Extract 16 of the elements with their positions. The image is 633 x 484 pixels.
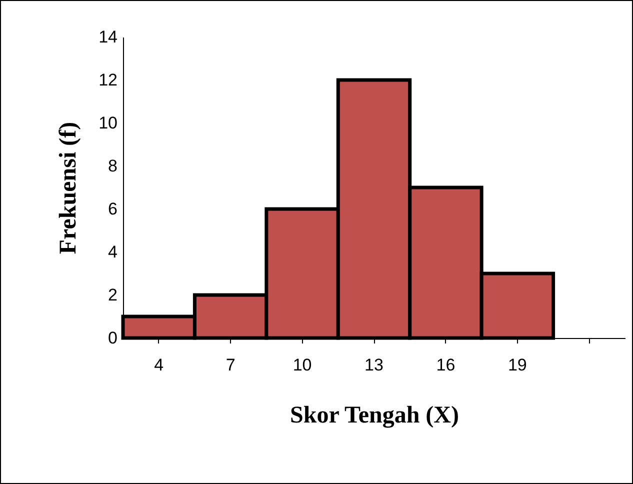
- y-tick-label: 14: [98, 28, 118, 46]
- x-tick-label: 7: [226, 356, 236, 374]
- y-axis-title: Frekuensi (f): [56, 122, 82, 254]
- x-tick-label: 19: [508, 356, 527, 374]
- y-tick-label: 12: [98, 70, 118, 90]
- x-tick-label: 10: [292, 356, 312, 374]
- x-tick-label: 13: [364, 356, 384, 374]
- y-tick-label: 6: [108, 200, 118, 218]
- x-tick-label: 4: [154, 356, 164, 374]
- y-tick-label: 0: [108, 328, 118, 348]
- y-tick-label: 10: [98, 114, 118, 132]
- x-axis-title: Skor Tengah (X): [290, 402, 459, 428]
- x-tick-label: 16: [436, 356, 456, 374]
- y-tick-label: 2: [108, 286, 118, 304]
- y-tick-label: 8: [108, 156, 118, 176]
- y-tick-label: 4: [108, 242, 118, 262]
